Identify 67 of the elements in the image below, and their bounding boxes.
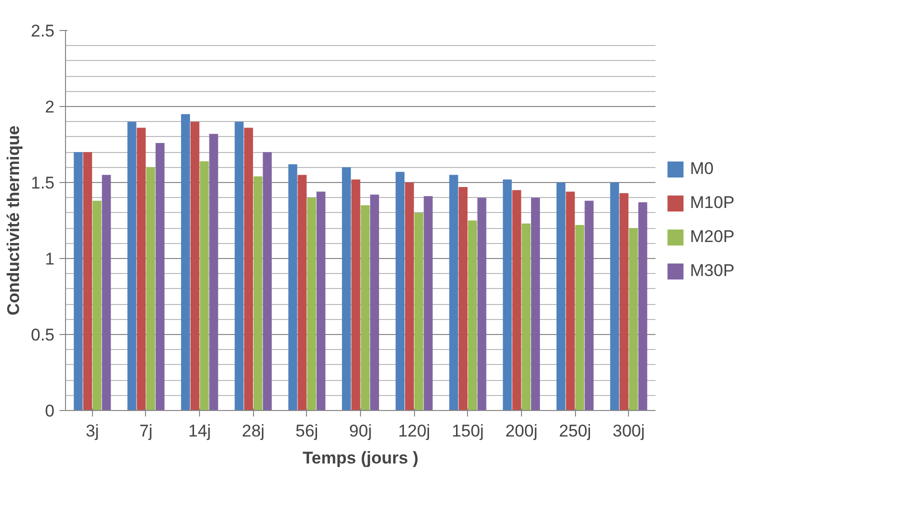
bar (234, 122, 244, 410)
bar (351, 179, 360, 410)
bar (575, 225, 584, 410)
bar (512, 190, 522, 410)
bar (190, 122, 200, 410)
bar (146, 167, 156, 410)
bar (181, 114, 190, 410)
bar (531, 198, 540, 410)
y-axis-title: Conductivité thermique (4, 126, 23, 316)
x-tick-label: 14j (188, 422, 211, 440)
y-tick-label: 2 (45, 98, 55, 116)
bar (628, 228, 638, 410)
x-tick-label: 200j (505, 422, 538, 440)
bar (404, 182, 414, 410)
x-tick-label: 7j (139, 422, 153, 440)
x-tick-label: 150j (452, 422, 484, 440)
bar (200, 161, 209, 410)
bar (298, 174, 307, 410)
bar (253, 176, 262, 410)
legend-label: M10P (690, 193, 734, 213)
bar (522, 224, 531, 410)
bar (396, 172, 405, 410)
x-tick-label: 3j (86, 422, 99, 440)
bar (244, 128, 253, 410)
y-tick-label: 2.5 (30, 22, 55, 40)
bar (477, 198, 486, 410)
bar (556, 182, 566, 410)
bar (288, 164, 298, 410)
x-tick-label: 300j (612, 422, 645, 440)
bar (102, 174, 111, 410)
legend-label: M30P (690, 261, 734, 281)
bar (458, 187, 468, 410)
y-tick-label: 0 (45, 402, 55, 420)
bar (449, 174, 458, 410)
bar (620, 193, 628, 410)
bar (83, 152, 92, 410)
bar (502, 179, 512, 410)
x-tick-label: 56j (296, 422, 318, 440)
x-tick-label: 120j (398, 422, 430, 440)
bar (127, 122, 136, 410)
y-tick-label: 1 (45, 250, 55, 268)
legend-label: M20P (690, 227, 734, 247)
x-tick-label: 250j (558, 422, 592, 440)
bar (307, 198, 316, 410)
bar (370, 194, 380, 410)
bar (360, 205, 370, 410)
bar (414, 212, 424, 410)
y-tick-label: 1.5 (30, 174, 55, 192)
x-axis-title: Temps (jours ) (302, 448, 418, 468)
y-tick-label: 0.5 (30, 326, 55, 344)
bar (638, 202, 648, 410)
legend-label: M0 (690, 159, 714, 179)
bar (136, 128, 146, 410)
bar (156, 142, 164, 410)
bar (262, 152, 272, 410)
bar (316, 192, 326, 410)
x-tick-label: 90j (349, 422, 372, 440)
bar (74, 152, 83, 410)
bar (424, 196, 433, 410)
bar (92, 200, 102, 410)
bar (209, 134, 218, 410)
bar (342, 167, 351, 410)
bar (566, 192, 575, 410)
bar (468, 220, 477, 410)
x-tick-label: 28j (242, 422, 265, 440)
bar (584, 200, 594, 410)
bar (610, 182, 620, 410)
